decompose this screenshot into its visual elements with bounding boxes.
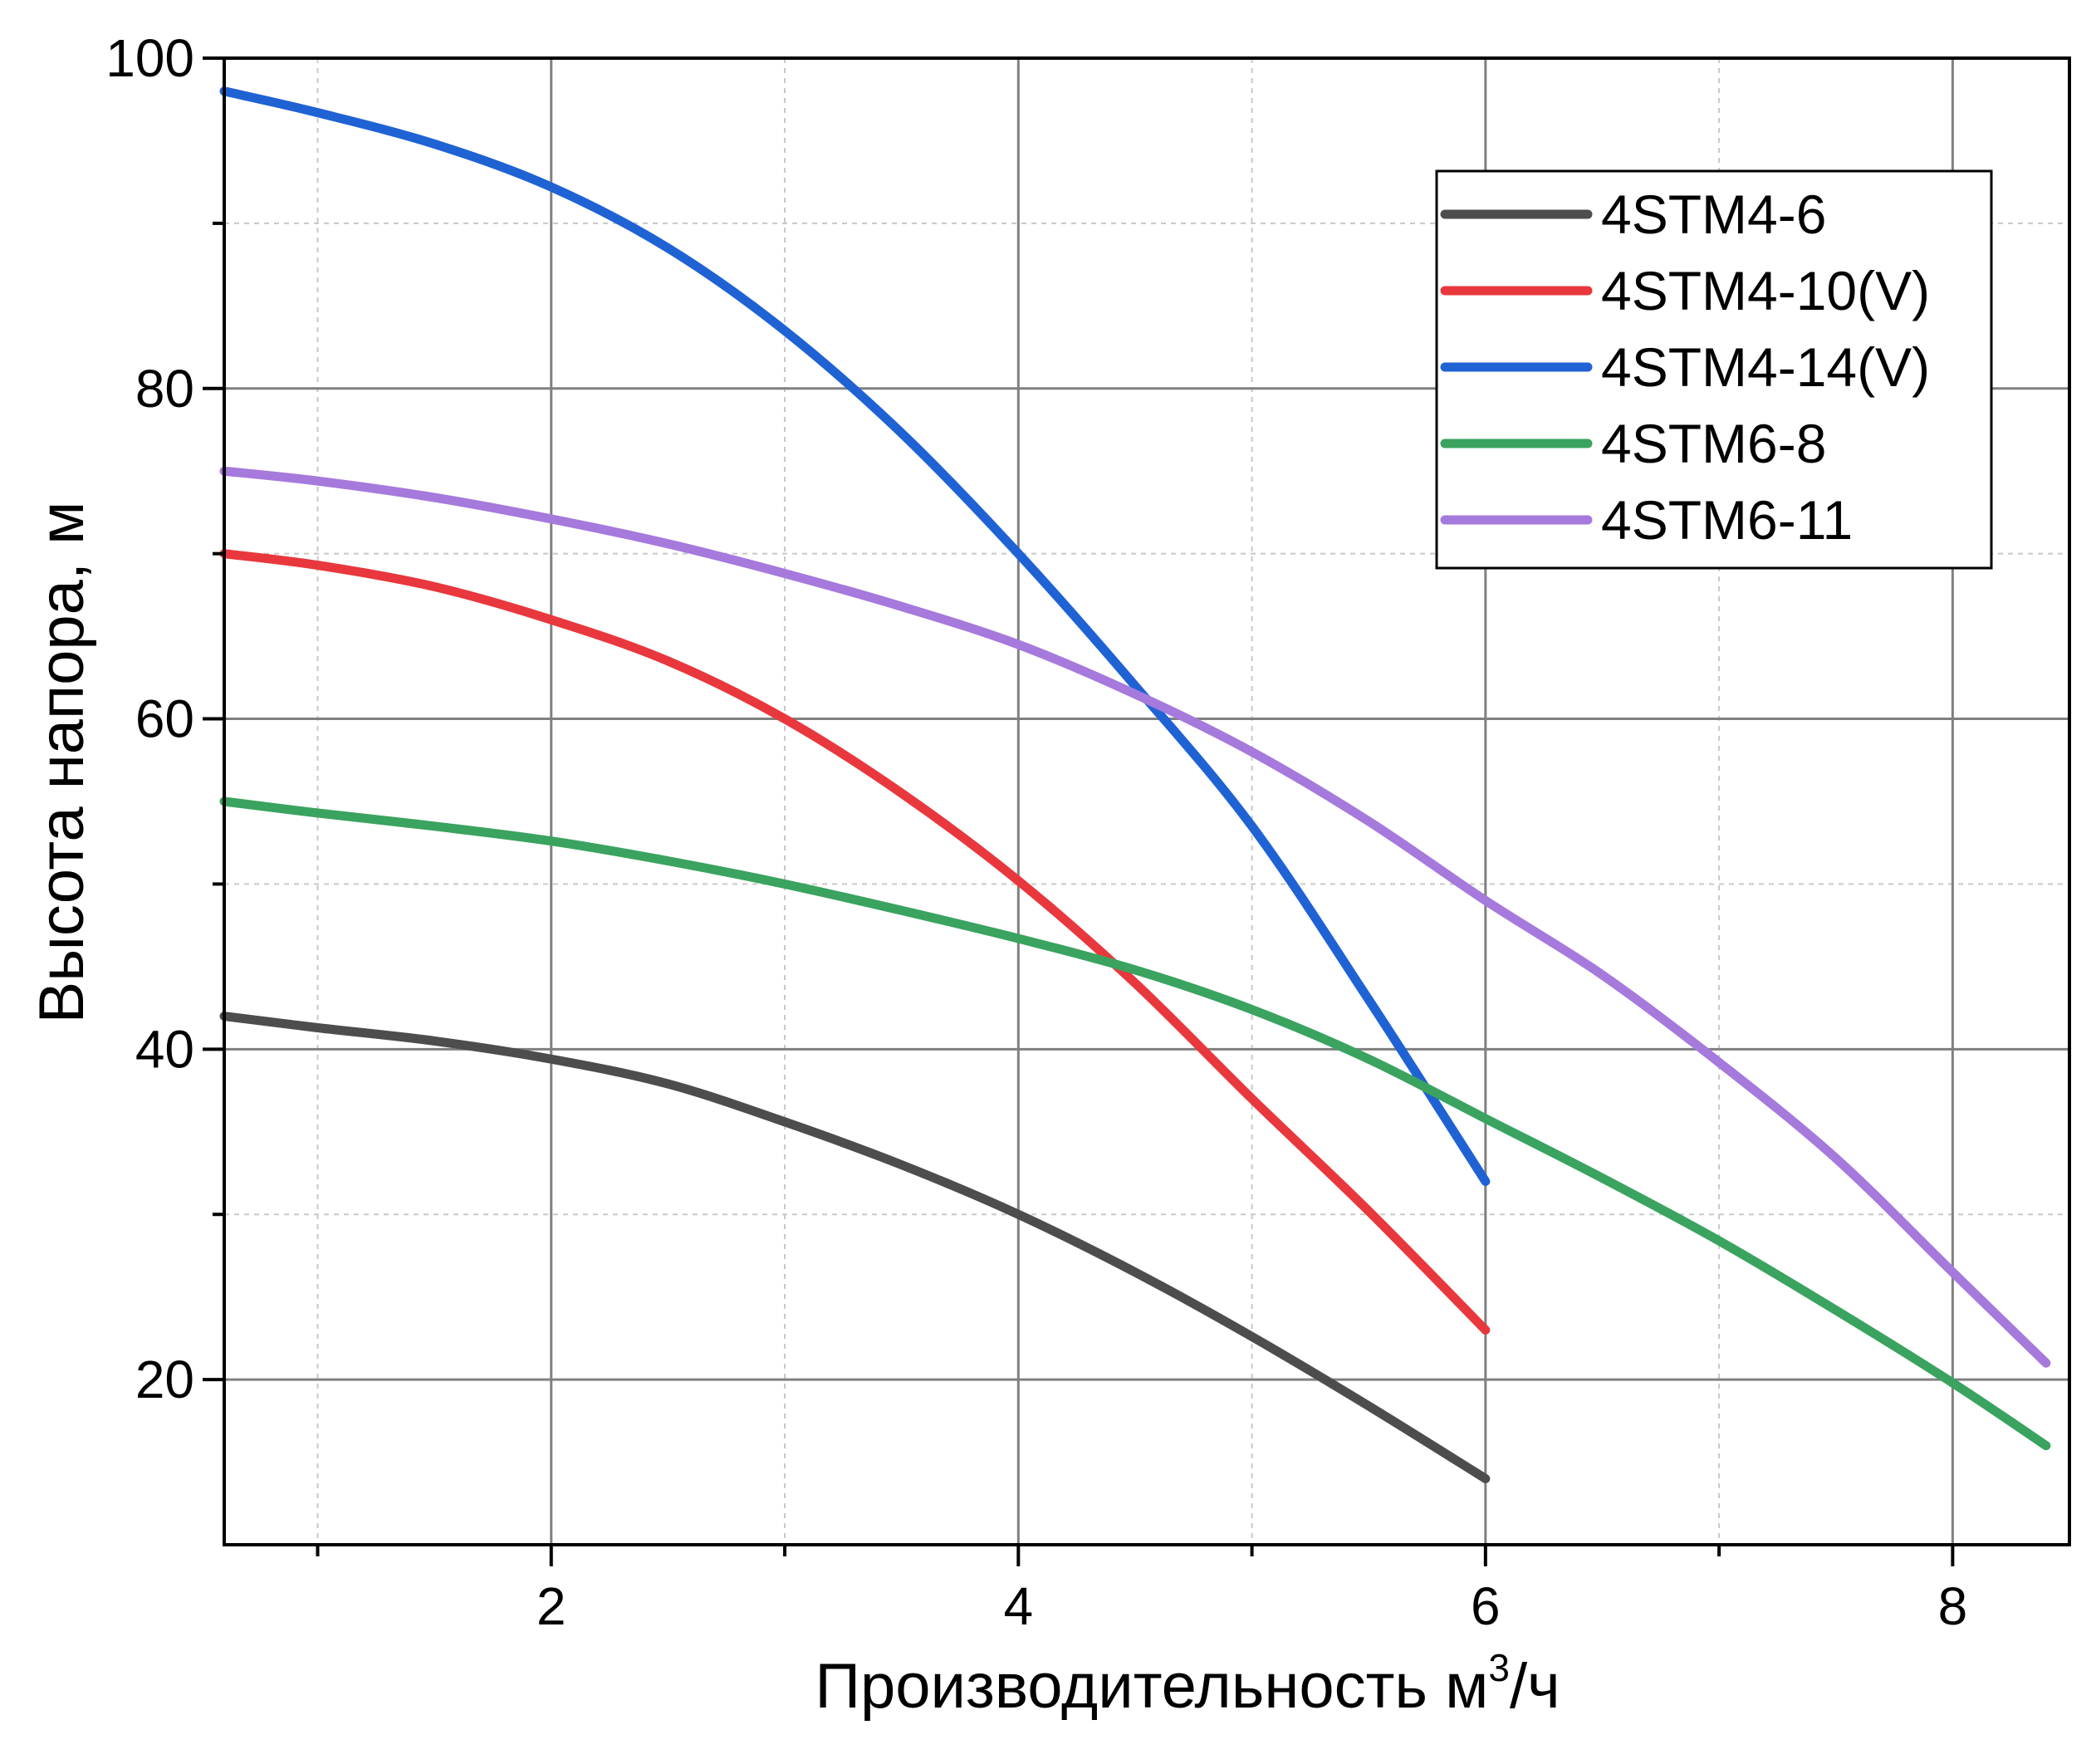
- x-axis-title: Производительность м3/ч: [815, 1646, 1560, 1722]
- x-axis-title-tail: /ч: [1510, 1651, 1560, 1722]
- series-line-4stm4-10-v: [219, 549, 1491, 1335]
- y-tick-label: 40: [135, 1019, 194, 1079]
- axis-ticks: [203, 56, 1955, 1566]
- series-layer: [219, 86, 2051, 1483]
- legend: 4STM4-6 4STM4-10(V) 4STM4-14(V) 4STM6-8 4STM…: [1435, 169, 1993, 570]
- y-axis-title: Высота напора, м: [27, 502, 97, 1024]
- series-line-4stm4-6: [219, 1012, 1491, 1483]
- series-line-4stm4-14-v: [219, 86, 1491, 1186]
- legend-label: 4STM4-6: [1601, 184, 1826, 245]
- legend-label: 4STM6-11: [1601, 489, 1853, 551]
- x-tick-label: 2: [536, 1576, 566, 1636]
- y-tick-label: 60: [135, 689, 194, 749]
- tick-labels: 2 4 6 8 20 40 60 80 100: [105, 28, 1967, 1636]
- x-tick-label: 6: [1471, 1576, 1501, 1636]
- plot-frame: [223, 56, 2071, 1546]
- y-tick-label: 80: [135, 359, 194, 419]
- legend-label: 4STM4-10(V): [1601, 260, 1930, 321]
- legend-label: 4STM4-14(V): [1601, 336, 1930, 398]
- y-tick-label: 20: [135, 1350, 194, 1409]
- legend-label: 4STM6-8: [1601, 413, 1826, 474]
- series-line-4stm6-11: [219, 466, 2051, 1368]
- x-tick-label: 8: [1938, 1576, 1968, 1636]
- x-axis-title-text: Производительность м: [815, 1651, 1488, 1722]
- y-tick-label: 100: [105, 28, 194, 88]
- series-line-4stm6-8: [219, 796, 2051, 1451]
- x-axis-title-superscript: 3: [1488, 1646, 1510, 1689]
- x-tick-label: 4: [1004, 1576, 1034, 1636]
